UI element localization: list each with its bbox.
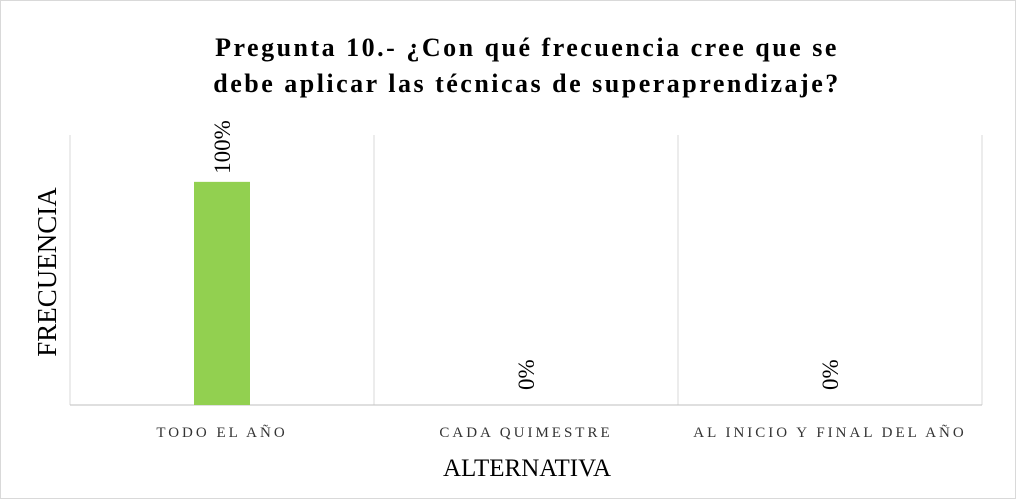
- data-label: 0%: [818, 359, 843, 390]
- y-axis-label: FRECUENCIA: [32, 187, 62, 357]
- data-label: 0%: [514, 359, 539, 390]
- x-axis-label: ALTERNATIVA: [443, 455, 611, 482]
- data-label: 100%: [210, 120, 235, 174]
- x-tick-label: CADA QUIMESTRE: [439, 425, 613, 441]
- chart-title: Pregunta 10.- ¿Con qué frecuencia cree q…: [215, 33, 839, 62]
- x-tick-label: TODO EL AÑO: [156, 425, 288, 441]
- x-tick-label: AL INICIO Y FINAL DEL AÑO: [693, 425, 967, 441]
- chart-title: debe aplicar las técnicas de superaprend…: [213, 69, 841, 98]
- bar: [194, 181, 250, 405]
